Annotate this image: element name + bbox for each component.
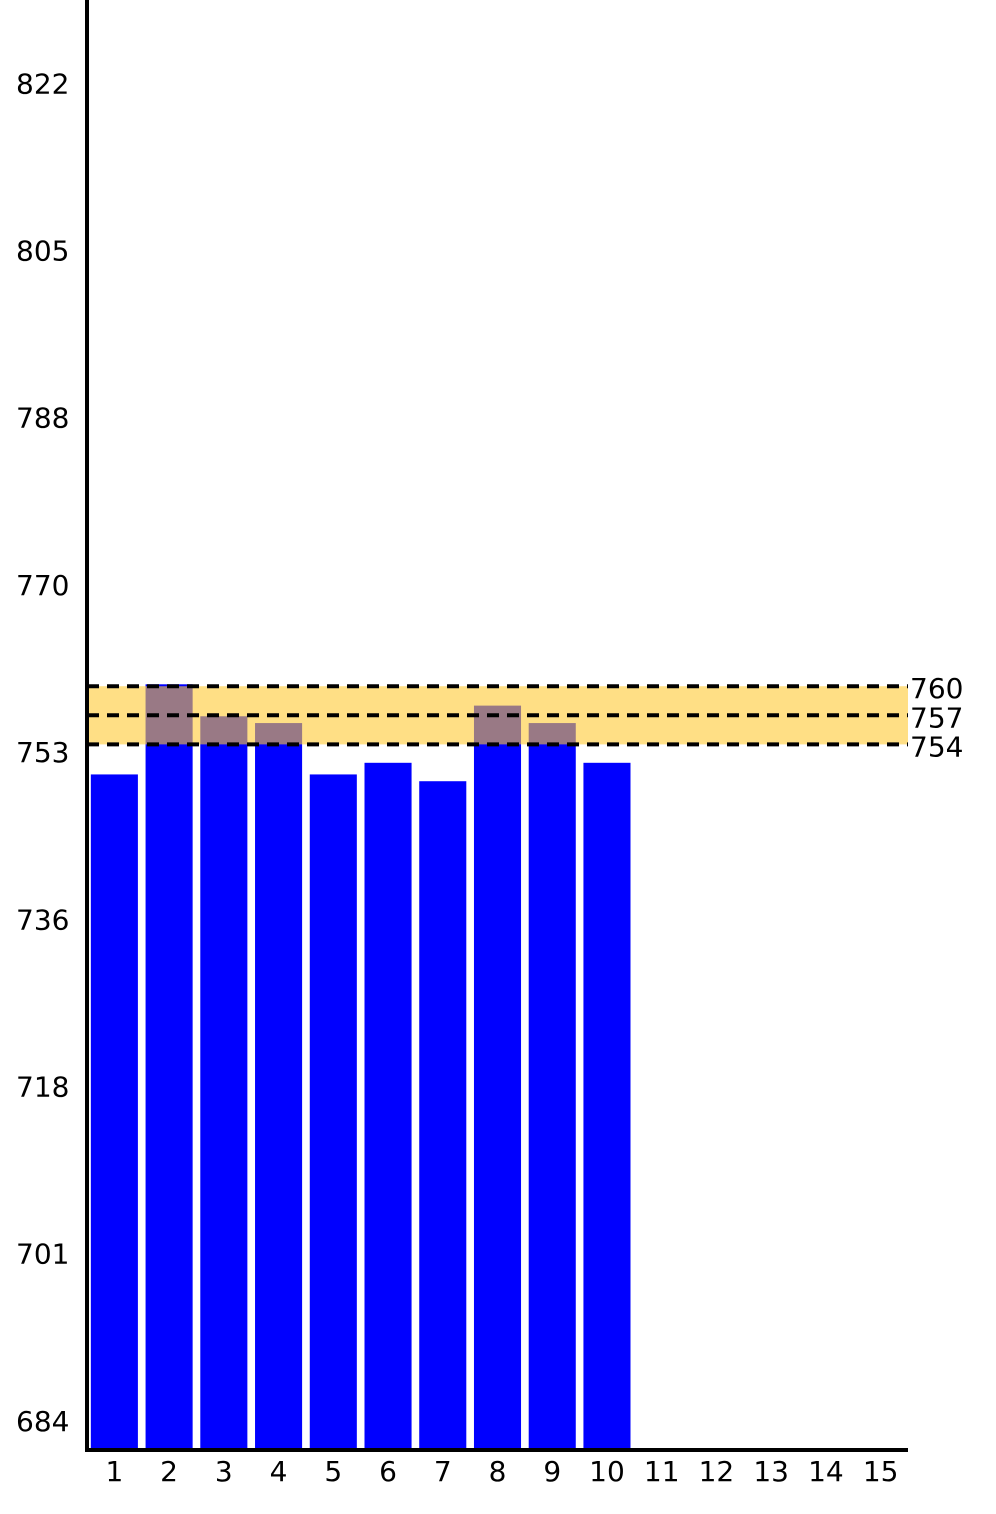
bar [145, 684, 193, 1450]
bar [255, 723, 303, 1450]
y-tick-label: 718 [16, 1070, 69, 1103]
reference-label: 760 [910, 672, 963, 705]
y-tick-label: 822 [16, 67, 69, 100]
x-tick-label: 9 [543, 1455, 561, 1488]
x-tick-label: 10 [589, 1455, 625, 1488]
x-tick-label: 7 [434, 1455, 452, 1488]
reference-label: 754 [910, 730, 963, 763]
bar [309, 774, 357, 1450]
x-tick-label: 8 [489, 1455, 507, 1488]
bar [419, 781, 467, 1450]
bar [528, 723, 576, 1450]
x-tick-label: 3 [215, 1455, 233, 1488]
bar [364, 762, 412, 1450]
y-tick-label: 701 [16, 1238, 69, 1271]
bar [200, 716, 248, 1450]
x-tick-label: 1 [105, 1455, 123, 1488]
x-tick-label: 15 [863, 1455, 899, 1488]
y-tick-label: 788 [16, 402, 69, 435]
x-tick-label: 4 [270, 1455, 288, 1488]
reference-label: 757 [910, 701, 963, 734]
x-tick-label: 2 [160, 1455, 178, 1488]
bar [90, 774, 138, 1450]
x-tick-label: 5 [324, 1455, 342, 1488]
x-tick-label: 6 [379, 1455, 397, 1488]
y-tick-label: 805 [16, 234, 69, 267]
y-tick-label: 684 [16, 1405, 69, 1438]
y-tick-label: 736 [16, 903, 69, 936]
bar [583, 762, 631, 1450]
x-tick-label: 14 [808, 1455, 844, 1488]
bar [473, 705, 522, 1450]
x-tick-label: 11 [644, 1455, 680, 1488]
x-tick-label: 12 [699, 1455, 735, 1488]
y-tick-label: 770 [16, 569, 69, 602]
x-tick-label: 13 [753, 1455, 789, 1488]
y-tick-label: 753 [16, 736, 69, 769]
